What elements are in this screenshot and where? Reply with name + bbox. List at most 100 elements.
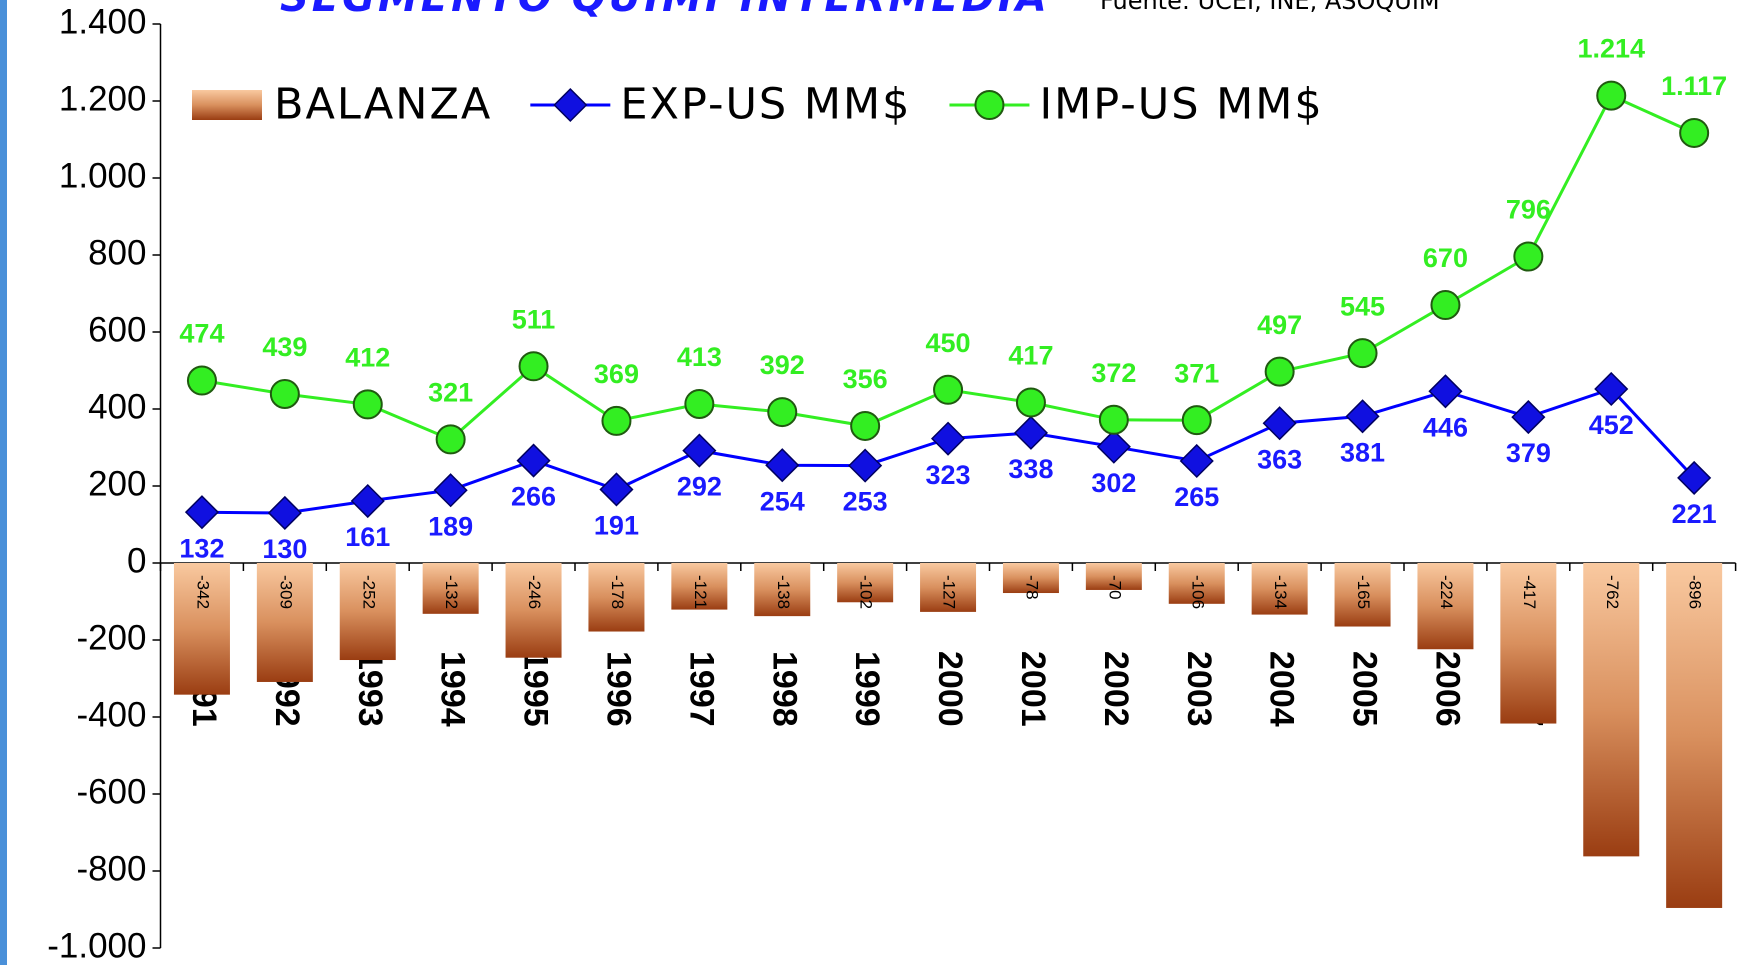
imp-value-label: 412: [345, 343, 390, 373]
x-tick-label: 1999: [848, 651, 886, 727]
diamond-marker: [350, 483, 385, 519]
circle-marker: [1181, 405, 1212, 436]
y-tick-label: 800: [88, 233, 146, 272]
diamond-marker: [516, 443, 551, 478]
bar: [505, 563, 562, 658]
legend-label: BALANZA: [274, 80, 492, 130]
x-tick-label: 2005: [1346, 651, 1384, 727]
imp-value-label: 670: [1423, 243, 1468, 273]
exp-value-label: 254: [760, 486, 805, 516]
circle-marker: [684, 388, 715, 419]
bar-value-label: -78: [1022, 575, 1041, 600]
x-tick-label: 2004: [1263, 651, 1301, 727]
y-tick-label: -400: [76, 695, 146, 734]
diamond-marker: [848, 448, 883, 483]
diamond-marker: [1345, 399, 1380, 434]
side-stripe: [0, 0, 7, 965]
x-tick-label: 2001: [1014, 651, 1052, 727]
diamond-marker: [267, 495, 302, 531]
imp-value-label: 511: [512, 304, 556, 334]
circle-marker: [767, 397, 798, 428]
imp-value-label: 369: [594, 359, 639, 389]
x-tick-label: 1998: [765, 651, 803, 727]
imp-value-label: 1.214: [1577, 34, 1645, 64]
diamond-marker: [682, 433, 717, 468]
bar: [837, 563, 894, 603]
bar-value-label: -132: [442, 575, 461, 609]
exp-value-label: 221: [1672, 499, 1717, 529]
exp-value-label: 381: [1340, 437, 1385, 467]
y-tick-label: 1.200: [59, 79, 147, 118]
circle-marker: [850, 410, 881, 441]
bar-value-label: -134: [1271, 575, 1290, 609]
bar: [1417, 563, 1474, 650]
exp-value-label: 253: [843, 487, 888, 517]
bar-value-label: -127: [940, 575, 959, 609]
bar: [256, 563, 313, 682]
x-tick-label: 1993: [351, 651, 389, 727]
circle-marker: [1679, 117, 1710, 148]
bar-value-label: -342: [193, 575, 212, 609]
circle-marker: [1098, 404, 1129, 435]
bar-value-label: -252: [359, 575, 378, 609]
diamond-marker: [184, 495, 220, 530]
bar-value-label: -121: [691, 575, 710, 609]
bar: [1002, 563, 1059, 594]
bar: [422, 563, 479, 614]
y-tick-label: 400: [88, 387, 146, 426]
x-tick-label: 2002: [1097, 651, 1135, 727]
bar: [1666, 563, 1723, 908]
imp-value-label: 450: [926, 328, 971, 358]
diamond-marker: [1677, 460, 1712, 495]
circle-marker: [1430, 290, 1461, 321]
diamond-marker: [930, 421, 966, 456]
x-tick-label: 1995: [517, 651, 555, 727]
bar-value-label: -417: [1520, 575, 1539, 609]
imp-value-label: 371: [1174, 358, 1219, 388]
exp-value-label: 452: [1589, 410, 1634, 440]
diamond-marker: [1096, 429, 1131, 464]
y-tick-label: -600: [76, 772, 146, 811]
legend-label: EXP-US MM$: [620, 80, 911, 130]
exp-value-label: 189: [428, 511, 473, 541]
bar: [920, 563, 977, 612]
circle-marker: [1513, 241, 1544, 272]
circle-marker: [1596, 80, 1627, 111]
bar: [588, 563, 645, 632]
exp-value-label: 266: [511, 482, 556, 512]
bar-value-label: -224: [1437, 575, 1456, 609]
diamond-marker: [1013, 415, 1049, 450]
exp-value-label: 302: [1091, 468, 1136, 498]
circle-marker: [1347, 338, 1378, 369]
y-tick-label: -800: [76, 849, 146, 888]
diamond-marker: [433, 473, 468, 508]
bar: [671, 563, 728, 610]
diamond-marker: [1428, 374, 1463, 409]
y-tick-label: 1.000: [59, 156, 147, 195]
x-tick-label: 1994: [434, 651, 472, 727]
diamond-marker: [599, 472, 634, 507]
exp-value-label: 130: [262, 534, 307, 564]
diamond-marker: [765, 448, 800, 483]
bar: [1085, 563, 1142, 590]
y-tick-label: -1.000: [47, 926, 146, 965]
circle-marker: [518, 351, 549, 382]
bar-value-label: -102: [857, 575, 876, 609]
diamond-marker: [1179, 443, 1214, 479]
imp-value-label: 356: [843, 364, 888, 394]
circle-marker: [601, 405, 632, 436]
circle-marker: [269, 378, 300, 409]
bar-value-label: -138: [774, 575, 793, 609]
legend-swatch: [192, 90, 262, 120]
imp-value-label: 497: [1257, 310, 1302, 340]
imp-value-label: 321: [428, 378, 473, 408]
x-tick-label: 1996: [599, 651, 637, 727]
x-tick-label: 1997: [682, 651, 720, 727]
imp-value-label: 545: [1340, 291, 1385, 321]
diamond-marker: [1511, 400, 1546, 435]
bar: [173, 563, 230, 695]
bar: [754, 563, 811, 617]
bar-value-label: -165: [1354, 575, 1373, 609]
imp-value-label: 474: [179, 319, 224, 349]
bar: [1334, 563, 1391, 627]
